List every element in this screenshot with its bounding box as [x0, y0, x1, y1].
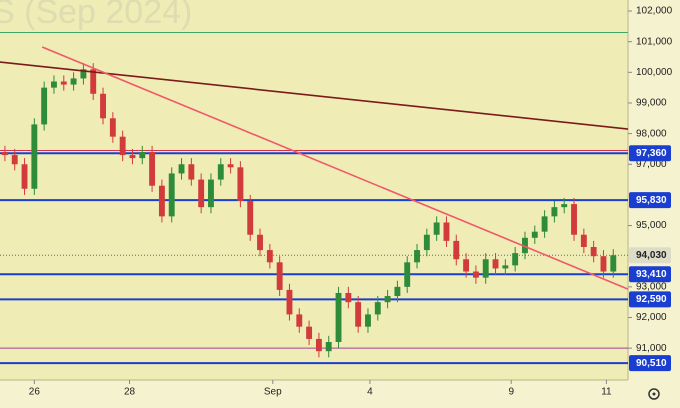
candle-body: [257, 234, 263, 251]
candle-body: [482, 259, 489, 278]
candle-body: [345, 292, 352, 303]
candle-body: [522, 237, 528, 254]
candle-body: [433, 222, 440, 235]
candle-body: [266, 250, 273, 263]
level-label-box: [629, 266, 671, 283]
candle-body: [70, 78, 77, 85]
candle-body: [51, 81, 57, 88]
y-tick-label: 98,000: [636, 128, 667, 139]
candle-body: [325, 342, 332, 352]
candle-body: [60, 81, 67, 85]
candle-body: [158, 185, 165, 217]
candle-body: [551, 207, 558, 217]
candle-body: [296, 314, 303, 327]
candle-body: [1, 152, 8, 156]
candle-body: [561, 204, 568, 208]
candle-body: [610, 255, 617, 272]
candle-body: [315, 338, 322, 352]
candle-body: [590, 247, 597, 257]
candle-body: [335, 292, 342, 342]
level-label-box: [629, 145, 671, 162]
last-price-box: [629, 247, 671, 264]
y-tick-label: 101,000: [636, 36, 673, 47]
candle-body: [463, 259, 470, 272]
candle-body: [237, 167, 244, 202]
y-tick-label: 91,000: [636, 343, 667, 354]
trend-line: [41, 46, 629, 290]
y-tick-label: 93,000: [636, 281, 667, 292]
candle-body: [149, 152, 156, 186]
y-tick-label: 97,000: [636, 159, 667, 170]
candle-body: [571, 204, 577, 235]
level-label: 97,360: [636, 148, 667, 159]
candle-body: [443, 222, 450, 241]
candle-body: [365, 314, 371, 327]
candle-body: [208, 179, 214, 208]
candle-body: [492, 259, 499, 269]
x-tick-label: 28: [124, 387, 136, 398]
plot-area: [0, 0, 628, 380]
candle-body: [502, 265, 509, 269]
candle-body: [168, 173, 175, 217]
candle-body: [423, 234, 430, 251]
candle-body: [178, 164, 185, 174]
candle-body: [109, 118, 116, 137]
level-label: 92,590: [636, 294, 667, 305]
candle-body: [374, 302, 381, 315]
watermark-title: S (Sep 2024): [0, 0, 192, 31]
candle-body: [580, 234, 587, 247]
candle-body: [355, 302, 362, 327]
candle-body: [541, 216, 548, 232]
level-label: 95,830: [636, 195, 667, 206]
candle-body: [394, 286, 401, 297]
candle-body: [139, 152, 146, 159]
x-tick-label: 9: [508, 387, 514, 398]
level-label: 90,510: [636, 358, 667, 369]
level-label-box: [629, 291, 671, 308]
candle-body: [227, 164, 234, 168]
candle-body: [129, 155, 136, 159]
level-label: 93,410: [636, 269, 667, 280]
candle-body: [80, 69, 87, 79]
settings-icon[interactable]: [648, 388, 660, 400]
y-tick-label: 100,000: [636, 67, 673, 78]
candle-body: [41, 87, 48, 125]
y-tick-label: 99,000: [636, 98, 667, 109]
level-label-box: [629, 192, 671, 209]
candle-body: [453, 240, 460, 260]
candle-body: [100, 93, 106, 119]
y-tick-label: 95,000: [636, 220, 667, 231]
candle-body: [217, 164, 224, 180]
candle-body: [198, 179, 205, 208]
level-label-box: [629, 355, 671, 372]
y-tick-label: 102,000: [636, 6, 673, 17]
candle-body: [404, 262, 411, 287]
candle-body: [414, 250, 420, 263]
candle-body: [188, 164, 195, 180]
candle-body: [31, 124, 38, 189]
candle-body: [119, 136, 126, 156]
candle-body: [472, 271, 479, 278]
y-tick-label: 92,000: [636, 312, 667, 323]
last-price-label: 94,030: [636, 250, 667, 261]
candle-body: [384, 296, 391, 303]
candle-body: [306, 326, 313, 339]
candle-body: [512, 253, 519, 266]
x-tick-label: Sep: [264, 387, 282, 398]
candle-body: [600, 256, 607, 272]
x-tick-label: 26: [29, 387, 41, 398]
x-tick-label: 4: [367, 387, 373, 398]
settings-icon[interactable]: [652, 392, 656, 396]
candle-body: [21, 164, 28, 189]
candle-body: [90, 69, 97, 94]
candle-body: [286, 289, 293, 315]
candle-body: [247, 201, 254, 235]
candle-body: [531, 231, 538, 238]
candle-body: [11, 155, 18, 165]
settings-icon[interactable]: [648, 388, 660, 400]
x-tick-label: 11: [601, 387, 612, 398]
candle-body: [276, 262, 283, 290]
